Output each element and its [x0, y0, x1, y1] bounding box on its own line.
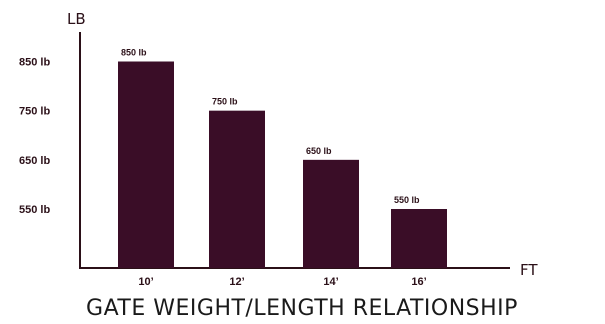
- bar-value-label: 650 lb: [306, 146, 332, 156]
- bar: [303, 159, 359, 268]
- x-tick-label: 14’: [323, 276, 338, 288]
- bar-value-labels: 850 lb 750 lb 650 lb 550 lb: [121, 48, 420, 206]
- y-tick-labels: 850 lb 750 lb 650 lb 550 lb: [19, 57, 50, 217]
- x-tick-label: 16’: [411, 276, 426, 288]
- bar: [118, 61, 174, 268]
- y-tick-label: 750 lb: [19, 106, 50, 118]
- bars: [118, 61, 447, 269]
- bar-value-label: 850 lb: [121, 48, 147, 58]
- y-tick-label: 550 lb: [19, 204, 50, 216]
- chart-title: GATE WEIGHT/LENGTH RELATIONSHIP: [86, 296, 518, 321]
- bar-value-label: 750 lb: [212, 97, 238, 107]
- bar: [391, 209, 447, 268]
- bar-value-label: 550 lb: [394, 195, 420, 205]
- bar: [209, 110, 265, 269]
- x-axis-title: FT: [520, 261, 538, 279]
- y-tick-label: 650 lb: [19, 155, 50, 167]
- y-tick-label: 850 lb: [19, 57, 50, 69]
- x-tick-label: 10’: [138, 276, 153, 288]
- x-tick-label: 12’: [229, 276, 244, 288]
- y-axis-title: LB: [67, 10, 86, 28]
- x-tick-labels: 10’ 12’ 14’ 16’: [138, 276, 426, 288]
